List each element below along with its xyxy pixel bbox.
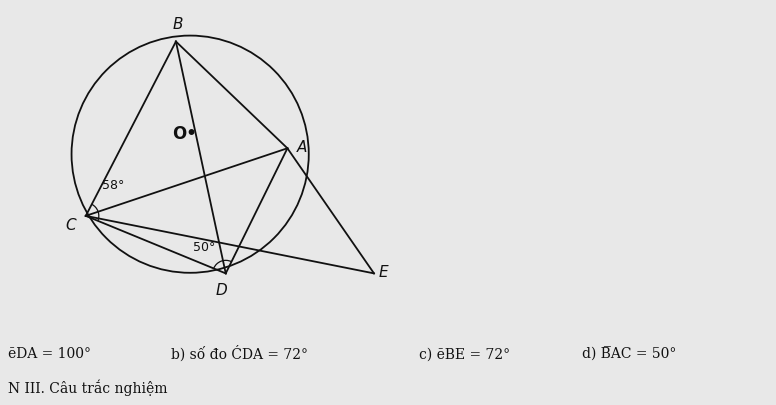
Text: A: A xyxy=(297,140,307,155)
Text: b) số đo ĆDA = 72°: b) số đo ĆDA = 72° xyxy=(171,345,308,361)
Text: ēDA = 100°: ēDA = 100° xyxy=(8,347,91,361)
Text: d) B̅AC = 50°: d) B̅AC = 50° xyxy=(582,347,677,361)
Text: c) ēBE = 72°: c) ēBE = 72° xyxy=(419,347,510,361)
Text: 50°: 50° xyxy=(192,241,215,254)
Text: E: E xyxy=(379,265,388,280)
Text: D: D xyxy=(215,283,227,298)
Text: B: B xyxy=(173,17,184,32)
Text: C: C xyxy=(66,218,76,233)
Text: N III. Câu trắc nghiệm: N III. Câu trắc nghiệm xyxy=(8,379,168,396)
Text: 58°: 58° xyxy=(102,179,125,192)
Text: O•: O• xyxy=(171,125,196,143)
